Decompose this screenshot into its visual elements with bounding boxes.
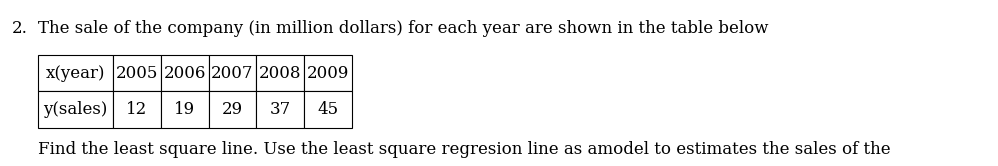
Text: 2007: 2007 [212,65,253,82]
Text: 2005: 2005 [116,65,158,82]
Text: 12: 12 [126,101,148,118]
Text: x(year): x(year) [46,65,105,82]
Text: 29: 29 [222,101,244,118]
Text: 2008: 2008 [259,65,301,82]
Text: 2.: 2. [12,20,28,37]
Text: 45: 45 [317,101,339,118]
Text: 2006: 2006 [164,65,206,82]
Text: Find the least square line. Use the least square regresion line as amodel to est: Find the least square line. Use the leas… [38,141,890,158]
Text: 37: 37 [269,101,291,118]
Text: 2009: 2009 [307,65,349,82]
Text: The sale of the company (in million dollars) for each year are shown in the tabl: The sale of the company (in million doll… [38,20,768,37]
Text: y(sales): y(sales) [43,101,108,118]
Text: 19: 19 [174,101,196,118]
